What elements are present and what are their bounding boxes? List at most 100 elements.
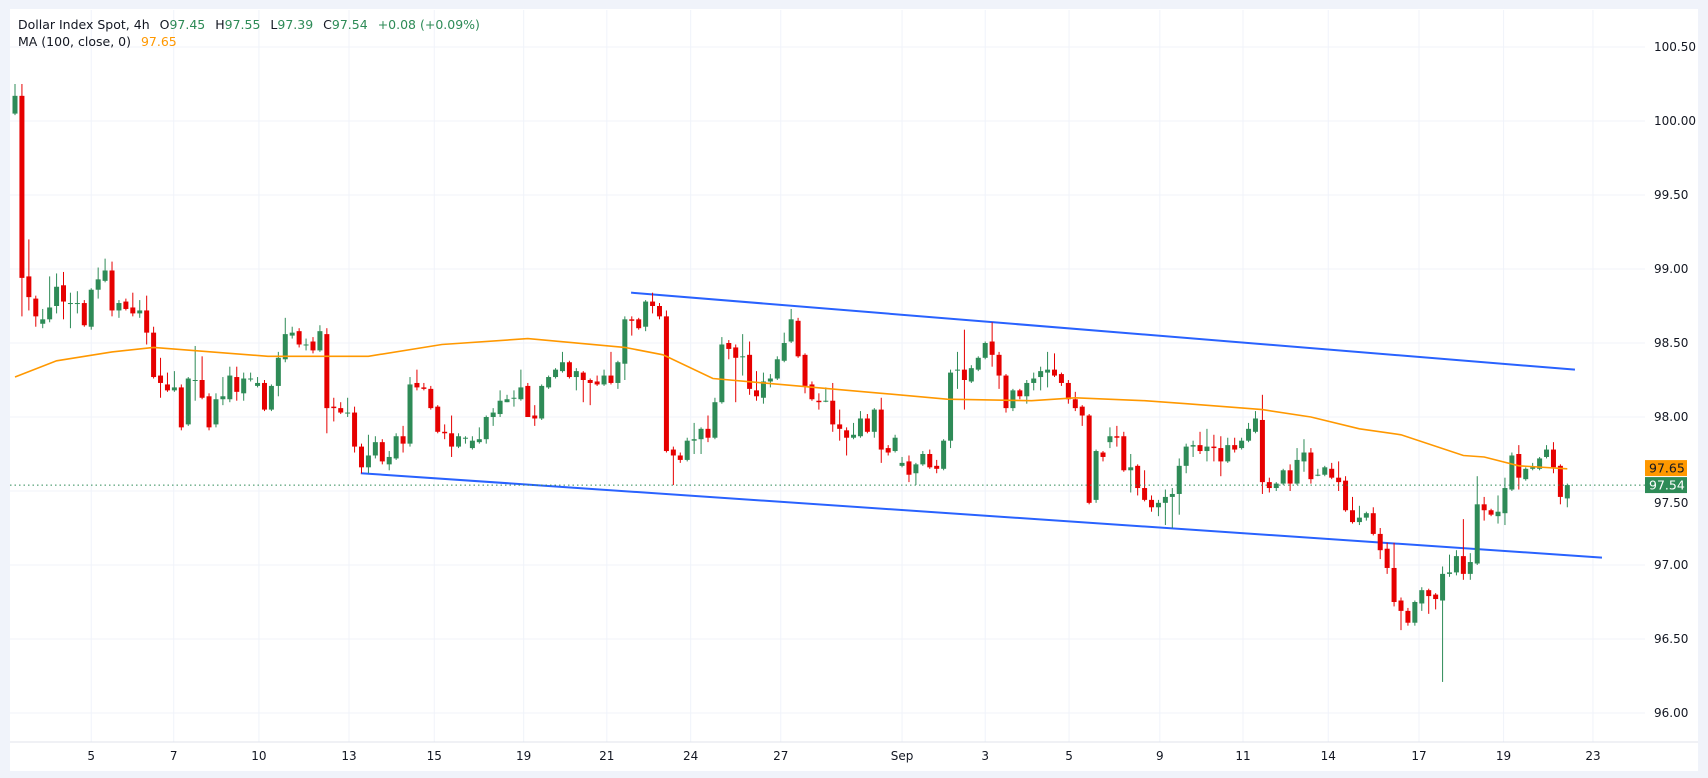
price-tick-label: 98.00 <box>1654 410 1688 424</box>
candle-up <box>1031 372 1037 391</box>
candle-up <box>483 415 489 444</box>
candle-body <box>927 454 933 468</box>
candle-body <box>1065 382 1071 400</box>
candle-down <box>1218 436 1224 477</box>
symbol-title[interactable]: Dollar Index Spot, 4h <box>18 17 150 32</box>
candle-up <box>975 356 981 372</box>
price-tick-label: 99.00 <box>1654 262 1688 276</box>
candle-body <box>1017 390 1023 397</box>
candle-body <box>206 396 212 428</box>
price-axis[interactable]: 100.50 100.00 99.50 99.00 98.50 98.00 97.50 97.… <box>1654 40 1696 720</box>
candle-body <box>1093 451 1099 500</box>
candle-down <box>261 380 267 412</box>
candle-down <box>379 439 385 465</box>
candle-body <box>961 369 967 380</box>
trendlines <box>360 291 1603 559</box>
candle-down <box>352 406 358 453</box>
candle-body <box>781 343 787 361</box>
candle-body <box>1322 467 1328 475</box>
ma-value: 97.65 <box>140 34 177 49</box>
candle-up <box>289 326 295 339</box>
time-axis[interactable]: 5 7 10 13 15 19 21 24 27 Sep 3 5 9 11 14 17 19 23 <box>87 749 1600 763</box>
candle-body <box>615 362 621 383</box>
candle-down <box>1398 597 1404 631</box>
candle-body <box>151 332 157 378</box>
candle-body <box>476 439 482 443</box>
candle-up <box>1412 600 1418 626</box>
candle-body <box>372 442 378 456</box>
candle-body <box>1426 590 1432 597</box>
candle-down <box>19 84 25 317</box>
candle-up <box>490 408 496 426</box>
candle-body <box>1530 467 1536 469</box>
chart-widget <box>10 9 1698 771</box>
candle-up <box>95 267 101 299</box>
candle-down <box>566 360 572 379</box>
candle-down <box>830 382 836 432</box>
price-tick-label: 98.50 <box>1654 336 1688 350</box>
candle-body <box>1343 480 1349 511</box>
candle-up <box>913 462 919 486</box>
candle-body <box>456 436 462 447</box>
candle-body <box>1086 415 1092 503</box>
last-price-tag-text: 97.54 <box>1649 478 1685 493</box>
candle-body <box>1433 594 1439 600</box>
candle-down <box>81 300 87 327</box>
candle-down <box>636 317 642 330</box>
candle-down <box>1433 593 1439 610</box>
candle-up <box>213 393 219 428</box>
candle-body <box>636 319 642 329</box>
candle-down <box>1003 374 1009 413</box>
candle-body <box>178 387 184 428</box>
candle-body <box>40 319 46 324</box>
candle-body <box>1467 562 1473 574</box>
candle-body <box>1162 496 1168 503</box>
candle-up <box>823 387 829 403</box>
candle-down <box>816 393 822 410</box>
candle-up <box>767 374 773 388</box>
candle-up <box>1301 439 1307 472</box>
candle-body <box>164 384 170 391</box>
candle-down <box>996 351 1002 389</box>
candle-down <box>809 381 815 401</box>
candle-body <box>663 316 669 452</box>
candle-body <box>650 301 656 306</box>
candle-body <box>248 378 254 380</box>
candle-up <box>1176 458 1182 515</box>
candle-body <box>213 399 219 425</box>
candle-down <box>400 425 406 453</box>
ma-line <box>14 337 1568 470</box>
candle-up <box>1523 467 1529 481</box>
candle-up <box>1419 587 1425 611</box>
candle-down <box>421 382 427 391</box>
candle-body <box>1537 458 1543 469</box>
candle-body <box>1419 590 1425 604</box>
candle-body <box>878 409 884 450</box>
candle-down <box>906 455 912 483</box>
candle-down <box>338 402 344 415</box>
candle-body <box>816 400 822 403</box>
candle-body <box>532 415 538 419</box>
candle-up <box>67 292 73 329</box>
candle-body <box>1114 436 1120 438</box>
candle-body <box>1239 440 1245 449</box>
low-value: L97.39 <box>270 17 314 32</box>
candle-body <box>144 310 150 333</box>
candle-down <box>656 303 662 320</box>
candle-body <box>462 437 468 439</box>
candle-up <box>553 368 559 379</box>
candle-up <box>456 433 462 449</box>
candle-body <box>823 400 829 402</box>
candle-body <box>1038 371 1044 378</box>
candle-up <box>539 384 545 420</box>
candle-up <box>684 437 690 462</box>
candle-body <box>1252 418 1258 432</box>
candle-up <box>1190 440 1196 457</box>
candle-body <box>712 402 718 438</box>
candle-body <box>573 371 579 378</box>
ma-label[interactable]: MA (100, close, 0) <box>18 34 131 49</box>
candle-body <box>1557 465 1563 497</box>
candle-up <box>497 390 503 417</box>
candle-up <box>698 427 704 454</box>
